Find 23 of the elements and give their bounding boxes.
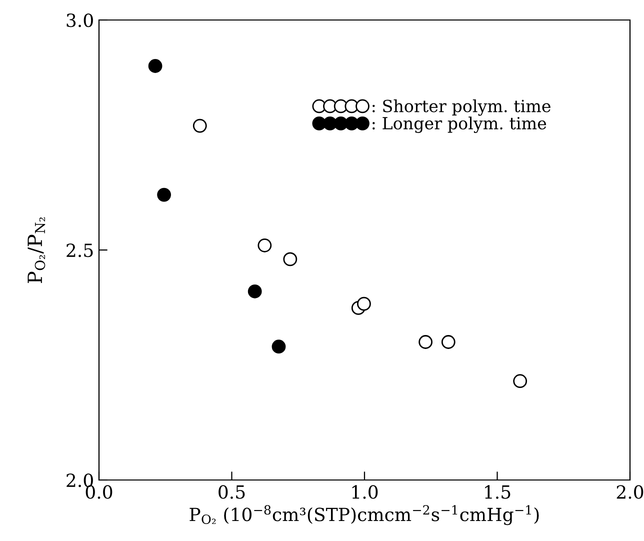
point <box>513 374 528 388</box>
y-tick-label: 3.0 <box>66 13 93 28</box>
x-tick-label: 1.5 <box>485 485 510 499</box>
y-axis-title: P$_{O₂}$/P$_{N₂}$ <box>28 217 46 284</box>
point <box>357 296 371 311</box>
x-tick-label: 2.0 <box>616 485 644 499</box>
point <box>192 118 207 133</box>
y-tick-label: 2.5 <box>66 243 93 258</box>
point <box>283 252 298 266</box>
point <box>258 238 272 252</box>
point <box>248 284 262 298</box>
point <box>148 59 162 73</box>
legend-label: : Longer polym. time <box>372 116 546 133</box>
point <box>441 335 456 349</box>
point <box>418 335 433 349</box>
x-tick-label: 0.0 <box>86 485 112 499</box>
point <box>157 188 171 202</box>
x-tick-label: 1.0 <box>352 485 378 499</box>
x-tick-label: 0.5 <box>218 485 245 499</box>
text: P$_{O₂}$ (10$^{−8}$cm³(STP)cmcm$^{−2}$s$^{−1}$cmHg$^{−1}$) <box>190 505 539 526</box>
point <box>272 340 286 354</box>
y-tick-label: 2.0 <box>66 473 93 488</box>
legend-label: : Shorter polym. time <box>372 99 550 116</box>
